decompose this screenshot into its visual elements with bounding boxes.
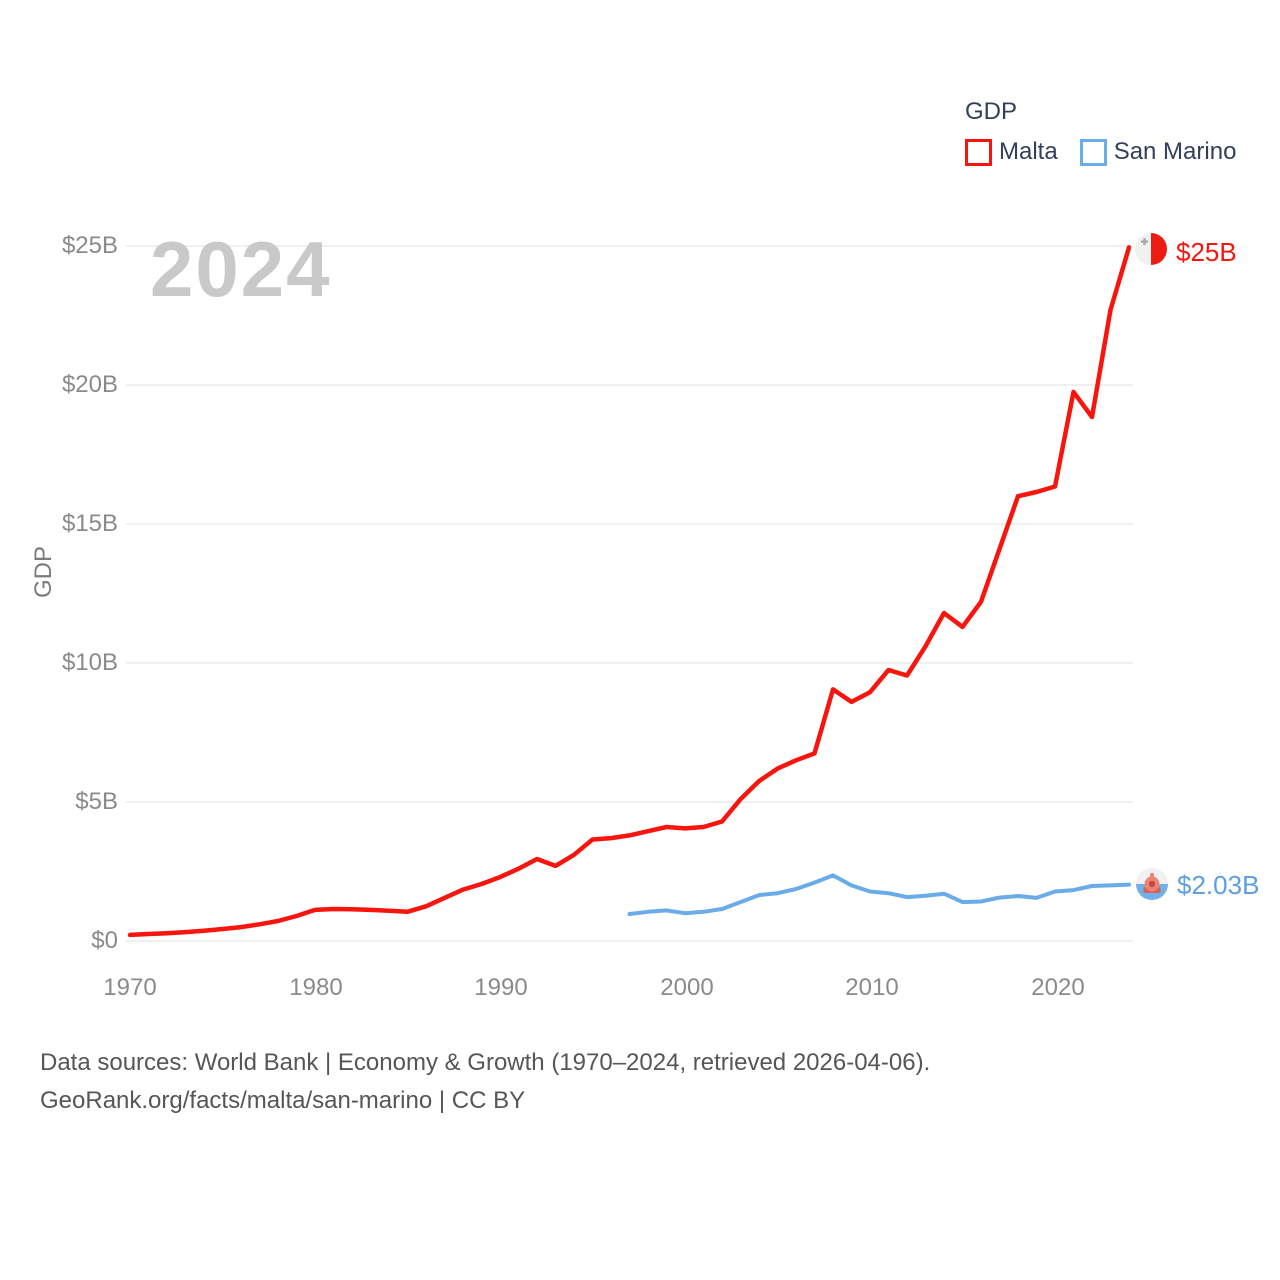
x-tick-1980: 1980 [289, 974, 343, 1001]
series-lines [127, 245, 1132, 938]
malta-swatch-icon [965, 138, 992, 166]
san-marino-swatch-icon [1079, 138, 1107, 166]
malta-flag-icon [1132, 230, 1170, 268]
x-tick-2020: 2020 [1031, 974, 1085, 1001]
y-tick-20b: $20B [61, 371, 118, 398]
y-tick-0: $0 [91, 927, 118, 954]
x-tick-1990: 1990 [474, 974, 528, 1001]
y-tick-25b: $25B [61, 232, 118, 259]
y-tick-10b: $10B [61, 649, 118, 676]
legend-item-malta[interactable]: Malta [965, 138, 1058, 166]
san-marino-end-value-label: $2.03B [1177, 870, 1260, 900]
legend-label-san-marino: San Marino [1113, 138, 1237, 165]
year-watermark: 2024 [150, 225, 332, 313]
y-axis-title: GDP [30, 545, 57, 598]
malta-line [127, 245, 1132, 938]
data-source-attribution: Data sources: World Bank | Economy & Gro… [40, 1049, 931, 1076]
san-marino-flag-icon [1133, 865, 1171, 903]
legend-label-malta: Malta [999, 138, 1058, 165]
legend-item-san-marino[interactable]: San Marino [1079, 138, 1237, 166]
x-tick-2000: 2000 [660, 974, 714, 1001]
gridlines [126, 245, 1133, 942]
y-tick-15b: $15B [61, 510, 118, 537]
chart-legend: GDP Malta San Marino [965, 98, 1236, 166]
san-marino-line [627, 873, 1131, 916]
x-tick-2010: 2010 [845, 974, 899, 1001]
x-tick-1970: 1970 [103, 974, 157, 1001]
source-url-license: GeoRank.org/facts/malta/san-marino | CC … [40, 1087, 526, 1114]
y-tick-5b: $5B [75, 788, 118, 815]
malta-end-value-label: $25B [1176, 237, 1237, 267]
legend-title: GDP [965, 98, 1018, 125]
